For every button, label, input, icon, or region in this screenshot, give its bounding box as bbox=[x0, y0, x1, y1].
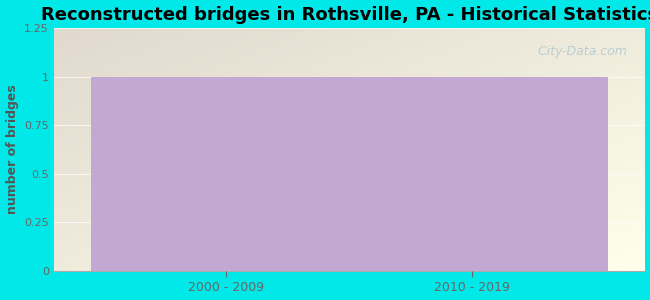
Y-axis label: number of bridges: number of bridges bbox=[6, 85, 19, 214]
Title: Reconstructed bridges in Rothsville, PA - Historical Statistics: Reconstructed bridges in Rothsville, PA … bbox=[40, 6, 650, 24]
Text: City-Data.com: City-Data.com bbox=[530, 45, 627, 58]
Bar bbox=[337, 76, 608, 271]
Bar bbox=[90, 76, 361, 271]
